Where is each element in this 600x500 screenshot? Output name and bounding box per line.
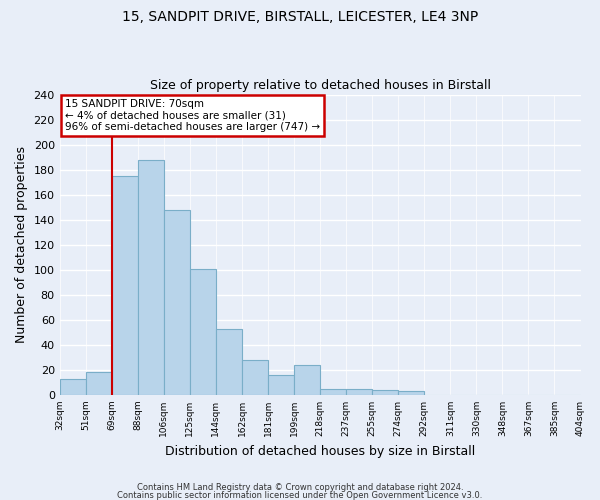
Bar — [86, 372, 112, 395]
Bar — [242, 360, 268, 395]
Bar — [268, 375, 294, 395]
Title: Size of property relative to detached houses in Birstall: Size of property relative to detached ho… — [149, 79, 491, 92]
Text: 15, SANDPIT DRIVE, BIRSTALL, LEICESTER, LE4 3NP: 15, SANDPIT DRIVE, BIRSTALL, LEICESTER, … — [122, 10, 478, 24]
Bar — [398, 391, 424, 395]
Bar — [190, 268, 216, 395]
Bar — [346, 388, 372, 395]
Bar — [59, 378, 86, 395]
Bar — [320, 388, 346, 395]
X-axis label: Distribution of detached houses by size in Birstall: Distribution of detached houses by size … — [165, 444, 475, 458]
Bar — [164, 210, 190, 395]
Text: Contains HM Land Registry data © Crown copyright and database right 2024.: Contains HM Land Registry data © Crown c… — [137, 484, 463, 492]
Bar — [216, 328, 242, 395]
Text: 15 SANDPIT DRIVE: 70sqm
← 4% of detached houses are smaller (31)
96% of semi-det: 15 SANDPIT DRIVE: 70sqm ← 4% of detached… — [65, 99, 320, 132]
Bar — [294, 365, 320, 395]
Bar — [138, 160, 164, 395]
Text: Contains public sector information licensed under the Open Government Licence v3: Contains public sector information licen… — [118, 490, 482, 500]
Y-axis label: Number of detached properties: Number of detached properties — [15, 146, 28, 343]
Bar — [372, 390, 398, 395]
Bar — [112, 176, 138, 395]
